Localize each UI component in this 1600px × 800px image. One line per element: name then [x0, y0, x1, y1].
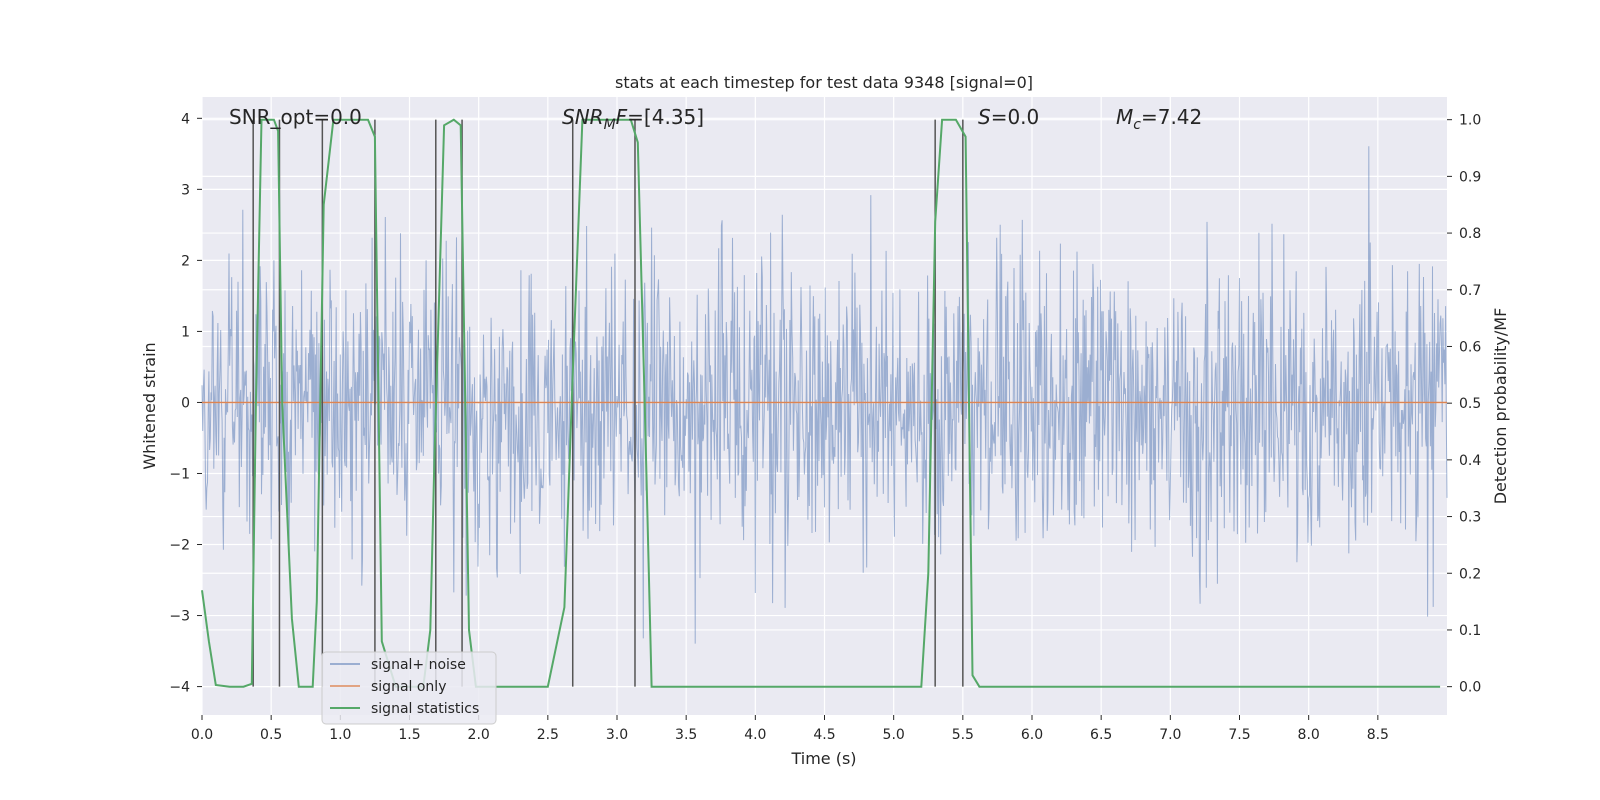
y-axis-right-ticks: 1.0 0.9 0.8 0.7 0.6 0.5 0.4 0.3 0.2 0.1 0.0 — [1447, 113, 1481, 696]
y-left-tick-label: −2 — [169, 538, 190, 554]
legend-box — [321, 651, 497, 725]
x-tick-label: 0.5 — [260, 727, 282, 743]
x-tick-label: 0.0 — [191, 727, 213, 743]
y-left-tick-label: 3 — [181, 182, 190, 198]
x-tick-label: 3.5 — [675, 727, 697, 743]
x-tick-label: 2.5 — [537, 727, 559, 743]
y-right-tick-label: 0.4 — [1459, 453, 1481, 469]
x-tick-label: 3.0 — [606, 727, 628, 743]
x-tick-label: 5.5 — [952, 727, 974, 743]
legend-label-signal-only: signal only — [371, 679, 446, 695]
y-left-tick-label: −3 — [169, 609, 190, 625]
y-right-tick-label: 0.2 — [1459, 566, 1481, 582]
y-right-tick-label: 0.1 — [1459, 623, 1481, 639]
y-axis-left-ticks: 4 3 2 1 0 −1 −2 −3 −4 — [169, 111, 202, 696]
annotation-mc: Mc=7.42 — [1116, 105, 1202, 133]
legend-label-signal-plus-noise: signal+ noise — [371, 657, 466, 673]
annotation-s: S=0.0 — [978, 105, 1039, 129]
x-tick-label: 7.5 — [1228, 727, 1250, 743]
x-tick-label: 4.0 — [744, 727, 766, 743]
annotation-snr-opt: SNR_opt=0.0 — [229, 105, 362, 129]
series-signal-statistics — [201, 118, 1441, 688]
x-tick-label: 8.5 — [1367, 727, 1389, 743]
y-right-tick-label: 0.7 — [1459, 283, 1481, 299]
x-axis-label: Time (s) — [790, 749, 856, 768]
y-right-tick-label: 0.9 — [1459, 169, 1481, 185]
y-left-tick-label: 0 — [181, 395, 190, 411]
x-tick-label: 2.0 — [468, 727, 490, 743]
y-right-tick-label: 1.0 — [1459, 113, 1481, 129]
y-left-tick-label: 2 — [181, 253, 190, 269]
legend-label-signal-statistics: signal statistics — [371, 701, 479, 717]
y-right-tick-label: 0.8 — [1459, 226, 1481, 242]
y-left-tick-label: 4 — [181, 111, 190, 127]
x-tick-label: 7.0 — [1159, 727, 1181, 743]
y-right-tick-label: 0.0 — [1459, 680, 1481, 696]
y-left-tick-label: −4 — [169, 680, 190, 696]
annotation-snr-mf: SNRMF=[4.35] — [562, 105, 704, 133]
y-right-tick-label: 0.6 — [1459, 339, 1481, 355]
y-left-tick-label: 1 — [181, 324, 190, 340]
x-tick-label: 4.5 — [813, 727, 835, 743]
y-axis-left-label: Whitened strain — [140, 342, 159, 469]
x-tick-label: 5.0 — [883, 727, 905, 743]
x-axis-ticks: 0.0 0.5 1.0 1.5 2.0 2.5 3.0 3.5 4.0 4.5 5.0 5.5 6.0 6… — [191, 715, 1389, 743]
x-tick-label: 8.0 — [1298, 727, 1320, 743]
x-tick-label: 6.5 — [1090, 727, 1112, 743]
x-tick-label: 1.0 — [329, 727, 351, 743]
x-tick-label: 6.0 — [1021, 727, 1043, 743]
y-right-tick-label: 0.3 — [1459, 510, 1481, 526]
y-left-tick-label: −1 — [169, 466, 190, 482]
y-axis-right-label: Detection probability/MF — [1491, 308, 1510, 505]
x-tick-label: 1.5 — [398, 727, 420, 743]
series-signal-plus-noise — [201, 146, 1448, 644]
legend: signal+ noise signal only signal statist… — [321, 651, 497, 725]
plot-area — [201, 118, 1448, 688]
chart-title: stats at each timestep for test data 934… — [615, 73, 1033, 92]
y-right-tick-label: 0.5 — [1459, 396, 1481, 412]
